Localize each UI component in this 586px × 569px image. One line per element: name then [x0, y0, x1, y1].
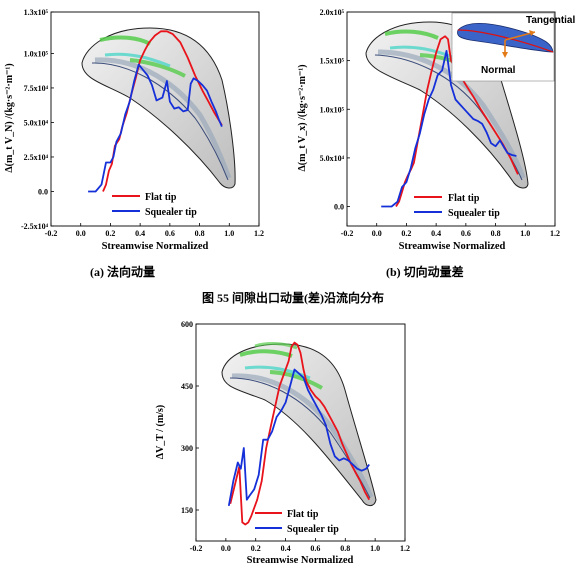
x-tick-label: 0.8 [195, 229, 205, 238]
x-tick-label: -0.2 [190, 544, 203, 553]
blade-green-streak-1 [239, 349, 293, 358]
y-tick-label: 300 [181, 444, 193, 453]
blade-green-streak-3 [254, 342, 298, 350]
series-lines-c [227, 341, 370, 526]
chart-c: -0.2 0.0 0.2 0.4 0.6 0.8 1.0 1.2 150 300 450 600 Fl… [155, 320, 410, 566]
inset-tangential-label: Tangential [526, 15, 575, 26]
plot-frame [50, 11, 260, 227]
y-tick-label: 2.5x10⁴ [24, 153, 49, 162]
inset-normal-label: Normal [481, 65, 516, 76]
legend-c: Flat tip Squealer tip [255, 509, 339, 535]
y-tick-label: 1.5x10⁵ [320, 57, 345, 66]
x-tick-label: 0.4 [135, 229, 145, 238]
series-lines-a [88, 30, 223, 193]
x-axis-label-b: Streamwise Normalized [399, 241, 506, 252]
squealer-tip-series-line [227, 368, 370, 507]
x-tick-label: 0.6 [461, 229, 471, 238]
x-tick-label: 0.0 [372, 229, 382, 238]
x-tick-label: 0.0 [76, 229, 86, 238]
x-tick-label: 0.2 [251, 544, 261, 553]
y-tick-label: 0.0 [38, 187, 48, 196]
axes-a: -0.2 0.0 0.2 0.4 0.6 0.8 1.0 1.2 -2.5x10⁴ 0.0 2.5x… [21, 8, 264, 238]
blade-camber-line [91, 62, 229, 181]
inset-normal-arrowhead [502, 52, 508, 58]
x-tick-label: 0.8 [340, 544, 350, 553]
y-tick-label: 0.0 [334, 203, 344, 212]
legend-flat-label: Flat tip [287, 509, 319, 520]
x-tick-label: 1.2 [254, 229, 264, 238]
caption-b: (b) 切向动量差 [386, 264, 464, 279]
x-tick-label: 1.0 [370, 544, 380, 553]
y-axis-label-b: Δ(m_t V_x) /(kg·s⁻²·m⁻¹) [297, 64, 308, 171]
legend-flat-label: Flat tip [145, 192, 177, 203]
blade-green-streak-2 [129, 58, 186, 78]
plot-frame [195, 323, 406, 542]
flat-tip-series-line [229, 341, 370, 526]
series-lines-b [381, 35, 519, 208]
axes-c: -0.2 0.0 0.2 0.4 0.6 0.8 1.0 1.2 150 300 450 600 [181, 320, 410, 553]
x-tick-label: 0.4 [281, 544, 291, 553]
x-tick-label: 1.2 [550, 229, 560, 238]
inset-tangential-arrow [504, 31, 536, 41]
x-tick-label: 0.2 [401, 229, 411, 238]
blade-pressure-band [94, 57, 232, 179]
chart-b: -0.2 0.0 0.2 0.4 0.6 0.8 1.0 1.2 0.0 5.0x10⁴ 1.0x1… [297, 8, 575, 252]
x-tick-label: 0.0 [221, 544, 231, 553]
y-tick-label: -2.5x10⁴ [21, 222, 49, 231]
x-tick-label: 0.8 [491, 229, 501, 238]
caption-a: (a) 法向动量 [90, 264, 155, 279]
x-axis-label-a: Streamwise Normalized [102, 241, 209, 252]
y-tick-label: 2.0x10⁵ [320, 8, 345, 17]
inset-blade-edge [457, 29, 554, 53]
axes-b: -0.2 0.0 0.2 0.4 0.6 0.8 1.0 1.2 0.0 5.0x10⁴ 1.0x1… [320, 8, 560, 238]
y-tick-label: 5.0x10⁴ [24, 118, 49, 127]
inset-tangential-arrowhead [529, 30, 535, 36]
x-tick-label: 1.0 [520, 229, 530, 238]
y-tick-label: 450 [181, 382, 193, 391]
legend-a: Flat tip Squealer tip [112, 192, 197, 218]
x-axis-label-c: Streamwise Normalized [247, 555, 354, 566]
x-tick-label: 0.4 [431, 229, 441, 238]
y-tick-label: 150 [181, 506, 193, 515]
x-tick-label: -0.2 [341, 229, 354, 238]
y-tick-label: 5.0x10⁴ [320, 154, 345, 163]
x-tick-label: 1.2 [400, 544, 410, 553]
legend-flat-label: Flat tip [448, 193, 480, 204]
y-tick-label: 7.5x10⁴ [24, 84, 49, 93]
y-tick-label: 1.0x10⁵ [320, 105, 345, 114]
legend-squealer-label: Squealer tip [145, 207, 197, 218]
blade-outline [81, 27, 236, 189]
blade-green-streak-2 [269, 370, 323, 390]
legend-squealer-label: Squealer tip [448, 208, 500, 219]
blade-illustration-a [81, 27, 236, 189]
squealer-tip-series-line [88, 63, 223, 193]
blade-pressure-band [231, 373, 374, 498]
blade-green-streak-1 [384, 29, 439, 40]
x-tick-label: 0.6 [310, 544, 320, 553]
inset-direction-diagram: Tangential Normal [451, 12, 575, 82]
y-axis-label-a: Δ(m_t V_N) /(kg·s⁻²·m⁻¹) [4, 63, 15, 172]
legend-squealer-label: Squealer tip [287, 524, 339, 535]
y-tick-label: 1.0x10⁵ [24, 49, 49, 58]
x-tick-label: 1.0 [224, 229, 234, 238]
squealer-tip-series-line [381, 50, 517, 208]
blade-pressure-band [377, 49, 526, 179]
x-tick-label: 0.6 [165, 229, 175, 238]
chart-a: -0.2 0.0 0.2 0.4 0.6 0.8 1.0 1.2 -2.5x10⁴ 0.0 2.5x… [4, 8, 264, 252]
x-tick-label: -0.2 [45, 229, 58, 238]
plot-frame [346, 11, 556, 227]
figure-55-caption: 图 55 间隙出口动量(差)沿流向分布 [202, 290, 384, 305]
legend-b: Flat tip Squealer tip [414, 193, 500, 219]
blade-cyan-streak [104, 52, 171, 68]
y-tick-label: 1.3x10⁵ [24, 8, 49, 17]
y-axis-label-c: ΔV_T / (m/s) [155, 405, 166, 459]
x-tick-label: 0.2 [105, 229, 115, 238]
blade-illustration-c [221, 342, 377, 507]
blade-green-streak-1 [99, 35, 152, 46]
y-tick-label: 600 [181, 320, 193, 329]
